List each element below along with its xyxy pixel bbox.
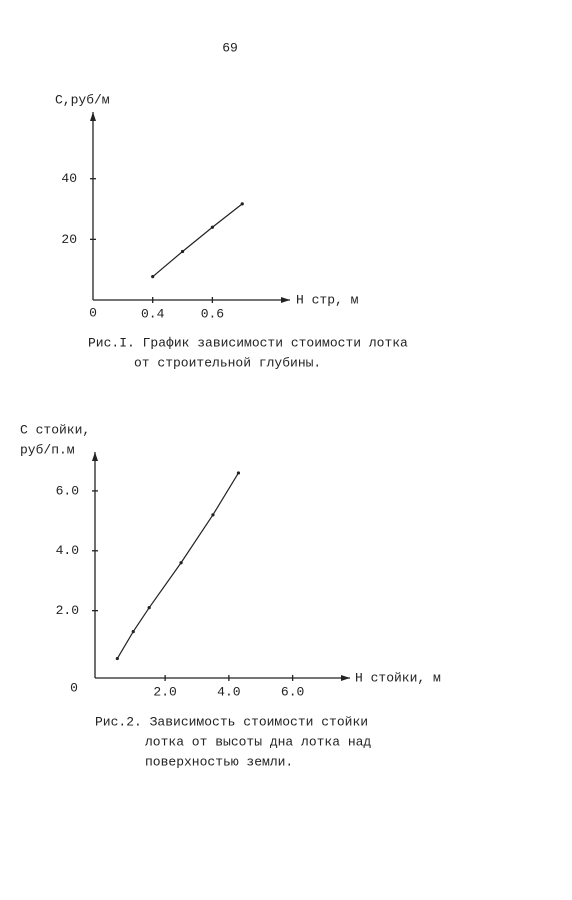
x-tick-label: 0.6 [201,306,224,321]
data-point [179,561,183,565]
y-axis-label: С,руб/м [55,92,110,107]
y-tick-label: 40 [61,171,77,186]
caption-line: от строительной глубины. [134,355,321,370]
data-line [116,472,239,659]
data-point [180,249,185,254]
caption-line: лотка от высоты дна лотка над [145,734,371,749]
origin-label: 0 [89,305,97,320]
data-point [211,513,215,517]
y-arrow [90,112,96,121]
y-tick-label: 20 [61,232,77,247]
caption-line: поверхностью земли. [145,754,293,769]
data-point [240,202,244,206]
y-tick-label: 2.0 [56,603,79,618]
y-axis-label: С стойки, [20,422,90,437]
x-tick-label: 2.0 [153,684,176,699]
x-axis-label: Н стойки, м [355,670,441,685]
y-axis-label: руб/п.м [20,442,75,457]
x-tick-label: 6.0 [281,684,304,699]
y-arrow [92,452,98,461]
x-axis-label: Н стр, м [296,292,359,307]
x-tick-label: 0.4 [141,306,165,321]
y-tick-label: 4.0 [56,543,79,558]
data-point [147,606,151,610]
data-point [115,656,119,661]
y-tick-label: 6.0 [56,483,79,498]
caption-line: Рис.I. График зависимости стоимости лотк… [88,335,408,350]
x-tick-label: 4.0 [217,684,240,699]
data-line [152,203,243,278]
x-arrow [281,297,290,303]
data-point [210,225,214,229]
data-point [131,630,135,634]
caption-line: Рис.2. Зависимость стоимости стойки [95,714,368,729]
data-point [151,275,155,279]
x-arrow [341,675,350,681]
page-number: 69 [222,40,238,55]
data-point [236,471,241,475]
origin-label: 0 [70,680,78,695]
